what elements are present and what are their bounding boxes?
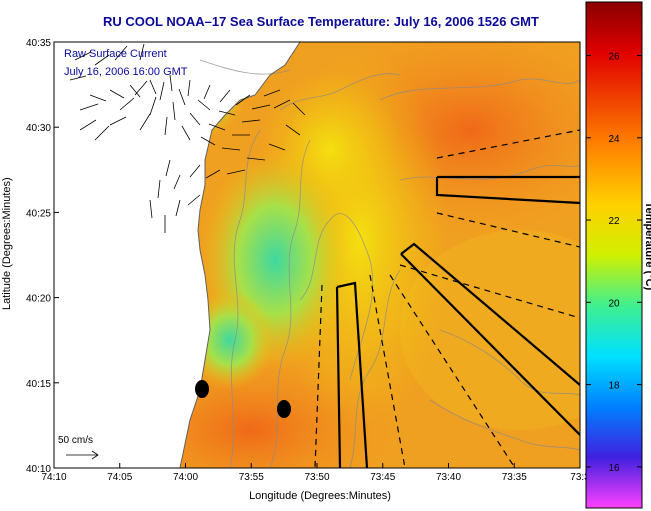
x-tick-label: 74:00 [173, 472, 198, 483]
vector-scale-label: 50 cm/s [58, 435, 94, 446]
y-tick-label: 40:10 [26, 464, 51, 475]
colorbar-tick-label: 16 [608, 463, 620, 474]
current-vectors [66, 43, 306, 460]
x-tick-label: 74:05 [107, 472, 132, 483]
y-tick-label: 40:15 [26, 379, 51, 390]
y-tick-label: 40:20 [26, 294, 51, 305]
y-axis-label: Latitude (Degrees:Minutes) [1, 177, 13, 310]
x-tick-label: 73:50 [304, 472, 329, 483]
x-tick-label: 74:10 [41, 472, 66, 483]
coastline [179, 42, 301, 468]
colorbar-tick-label: 18 [608, 381, 620, 392]
colorbar-tick-label: 22 [608, 216, 620, 227]
x-tick-label: 73:35 [502, 472, 527, 483]
x-tick-label: 73:45 [370, 472, 395, 483]
x-tick-label: 73:55 [239, 472, 264, 483]
current-annotation-date: July 16, 2006 16:00 GMT [64, 66, 188, 78]
y-axis: 40:35 40:30 40:25 40:20 40:15 40:10 [26, 38, 59, 475]
bathymetry-contours [199, 59, 580, 468]
x-axis-label: Longitude (Degrees:Minutes) [249, 490, 391, 502]
land-mass [54, 42, 300, 468]
study-areas [314, 129, 580, 468]
colorbar-tick-label: 26 [608, 51, 620, 62]
y-tick-label: 40:25 [26, 208, 51, 219]
colorbar-label: Temperature (°C) [643, 201, 651, 291]
colorbar [585, 1, 643, 509]
map-title: RU COOL NOAA–17 Sea Surface Temperature:… [103, 14, 539, 29]
y-tick-label: 40:30 [26, 123, 51, 134]
sst-field [54, 42, 580, 468]
station-marker [277, 400, 291, 418]
y-tick-label: 40:35 [26, 38, 51, 49]
x-tick-label: 73:3 [570, 472, 590, 483]
colorbar-ticks: 26 24 22 20 18 16 [586, 51, 642, 474]
x-axis: 74:10 74:05 74:00 73:55 73:50 73:45 73:40 73:35… [41, 463, 590, 483]
current-annotation-title: Raw Surface Current [64, 48, 167, 60]
colorbar-tick-label: 24 [608, 134, 620, 145]
colorbar-tick-label: 20 [608, 298, 620, 309]
x-tick-label: 73:40 [436, 472, 461, 483]
station-marker [195, 380, 209, 398]
